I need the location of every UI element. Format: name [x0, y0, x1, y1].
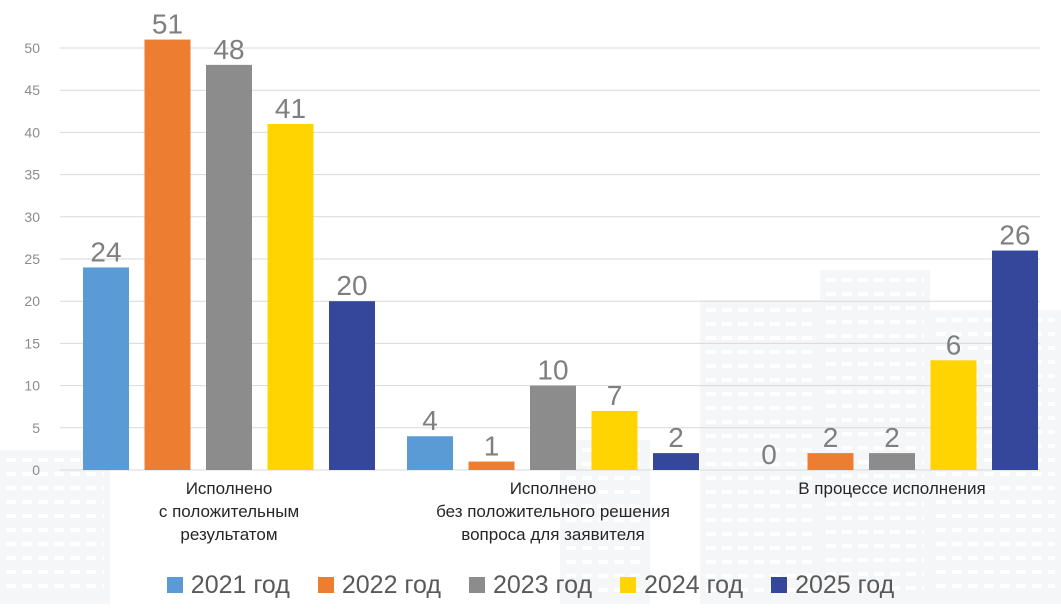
- y-tick-label: 20: [24, 293, 40, 309]
- bar: [591, 410, 638, 470]
- data-label: 20: [336, 270, 367, 301]
- category-label: Исполнено с положительным результатом: [159, 479, 299, 544]
- bar: [144, 39, 191, 471]
- y-tick-label: 45: [24, 82, 40, 98]
- legend-item: 2025 год: [771, 571, 894, 600]
- bar: [992, 250, 1038, 470]
- bar: [807, 453, 854, 470]
- data-label: 4: [422, 405, 438, 436]
- data-label: 24: [90, 236, 121, 267]
- legend-item: 2023 год: [468, 570, 593, 600]
- bar: [329, 301, 375, 470]
- data-label: 48: [213, 34, 244, 65]
- legend-label: 2021 год: [190, 570, 290, 599]
- y-tick-label: 30: [24, 209, 40, 225]
- data-label: 0: [761, 439, 777, 470]
- data-label: 6: [946, 329, 962, 360]
- bar: [267, 123, 314, 471]
- legend-swatch: [166, 577, 183, 593]
- y-tick-label: 40: [24, 124, 40, 140]
- legend-item: 2022 год: [317, 570, 441, 600]
- bar: [407, 436, 453, 470]
- y-tick-label: 15: [24, 335, 40, 351]
- legend-label: 2024 год: [644, 570, 744, 599]
- data-label: 2: [668, 422, 684, 453]
- category-label: Исполнено без положительного решения вопро…: [436, 479, 670, 544]
- bar: [930, 360, 977, 470]
- data-label: 10: [537, 355, 568, 386]
- bar: [83, 267, 129, 470]
- bar: [530, 385, 576, 470]
- legend-label: 2025 год: [795, 570, 895, 599]
- y-tick-label: 10: [24, 378, 40, 394]
- y-tick-label: 0: [32, 462, 40, 478]
- legend-item: 2024 год: [620, 571, 743, 600]
- data-label: 7: [607, 380, 623, 411]
- data-label: 1: [484, 431, 500, 462]
- bar: [653, 453, 699, 470]
- legend-label: 2022 год: [341, 570, 441, 599]
- data-label: 26: [999, 220, 1030, 251]
- category-label: В процессе исполнения: [798, 479, 986, 498]
- data-label: 2: [823, 422, 839, 453]
- y-tick-label: 50: [24, 40, 40, 56]
- bar: [206, 64, 252, 470]
- legend: 2021 год 2022 год 2023 год 2024 год 2025 год: [0, 568, 1061, 602]
- legend-swatch: [620, 577, 637, 593]
- legend-label: 2023 год: [492, 570, 593, 599]
- data-label: 41: [275, 93, 306, 124]
- bar: [468, 461, 515, 470]
- bar: [869, 453, 915, 470]
- y-tick-label: 35: [24, 167, 40, 183]
- legend-swatch: [317, 577, 334, 593]
- legend-swatch: [771, 577, 788, 593]
- data-label: 2: [884, 422, 900, 453]
- legend-swatch: [468, 577, 485, 593]
- y-tick-label: 25: [24, 251, 40, 267]
- data-label: 51: [152, 9, 183, 40]
- legend-item: 2021 год: [166, 570, 290, 600]
- y-tick-label: 5: [32, 420, 40, 436]
